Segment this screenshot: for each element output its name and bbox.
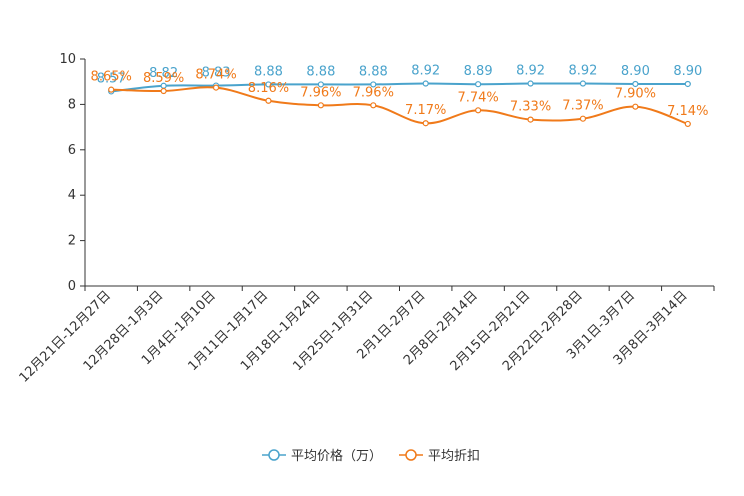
legend-marker-icon: [405, 449, 417, 461]
data-label: 8.92: [516, 64, 545, 79]
x-axis: 12月21日-12月27日12月28日-1月3日1月4日-1月10日1月11日-…: [17, 285, 715, 386]
data-label: 8.89: [464, 64, 493, 79]
data-point[interactable]: [265, 81, 272, 88]
data-label: 7.37%: [562, 99, 603, 114]
series-line-0: [111, 82, 688, 93]
data-point[interactable]: [370, 81, 377, 88]
data-point[interactable]: [212, 84, 220, 91]
x-tick-label: 12月21日-12月27日: [17, 288, 114, 385]
data-point[interactable]: [317, 102, 324, 109]
data-point[interactable]: [632, 103, 639, 110]
y-tick-label: 8: [68, 97, 76, 112]
data-label: 8.82: [149, 66, 178, 81]
data-point[interactable]: [370, 102, 377, 109]
data-label: 8.92: [568, 64, 597, 79]
data-label: 8.90: [673, 64, 702, 79]
data-point[interactable]: [475, 81, 482, 88]
data-point[interactable]: [684, 80, 691, 88]
data-point[interactable]: [475, 107, 482, 114]
data-label: 7.96%: [300, 85, 341, 100]
data-label: 7.90%: [615, 87, 656, 102]
data-label: 8.59%: [143, 71, 184, 86]
legend-label: 平均价格（万）: [291, 448, 382, 464]
data-label: 8.16%: [248, 81, 289, 96]
series-group: [108, 80, 691, 128]
data-label: 7.96%: [353, 85, 394, 100]
data-label: 7.33%: [510, 100, 551, 115]
legend-item-1[interactable]: 平均折扣: [399, 449, 480, 464]
legend[interactable]: 平均价格（万） 平均折扣: [262, 448, 480, 464]
data-point[interactable]: [684, 120, 691, 128]
data-point[interactable]: [422, 80, 429, 87]
data-label: 7.17%: [405, 103, 446, 118]
data-point[interactable]: [527, 80, 534, 87]
data-label: 8.83: [202, 66, 231, 81]
legend-label: 平均折扣: [428, 449, 480, 464]
data-label: 7.14%: [667, 104, 708, 119]
y-tick-label: 10: [59, 52, 76, 67]
data-point[interactable]: [579, 80, 587, 87]
data-label: 8.88: [254, 64, 283, 79]
data-label: 8.65%: [91, 70, 132, 85]
data-point[interactable]: [632, 80, 639, 88]
y-tick-label: 4: [68, 188, 76, 203]
data-labels: 8.57 8.82 8.83 8.88 8.88 8.88 8.92 8.89 8.92 8.92…: [91, 64, 709, 119]
legend-marker-icon: [268, 449, 280, 461]
data-label: 8.90: [621, 64, 650, 79]
legend-item-0[interactable]: 平均价格（万）: [262, 448, 382, 464]
data-label: 8.88: [306, 64, 335, 79]
data-label: 8.74%: [195, 68, 236, 83]
data-label: 8.88: [359, 64, 388, 79]
data-point[interactable]: [265, 97, 272, 104]
data-point[interactable]: [579, 115, 587, 122]
data-point[interactable]: [317, 81, 324, 88]
data-point[interactable]: [527, 116, 534, 123]
data-label: 8.57: [97, 71, 126, 86]
y-tick-label: 0: [68, 279, 76, 294]
data-label: 8.92: [411, 64, 440, 79]
series-line-1: [111, 86, 689, 125]
data-point[interactable]: [160, 87, 167, 95]
data-point[interactable]: [422, 120, 429, 127]
y-tick-label: 2: [68, 234, 76, 249]
data-point[interactable]: [108, 86, 115, 93]
data-label: 7.74%: [457, 90, 498, 105]
y-axis: 0 2 4 6 8 10: [59, 52, 86, 294]
y-tick-label: 6: [68, 143, 76, 158]
